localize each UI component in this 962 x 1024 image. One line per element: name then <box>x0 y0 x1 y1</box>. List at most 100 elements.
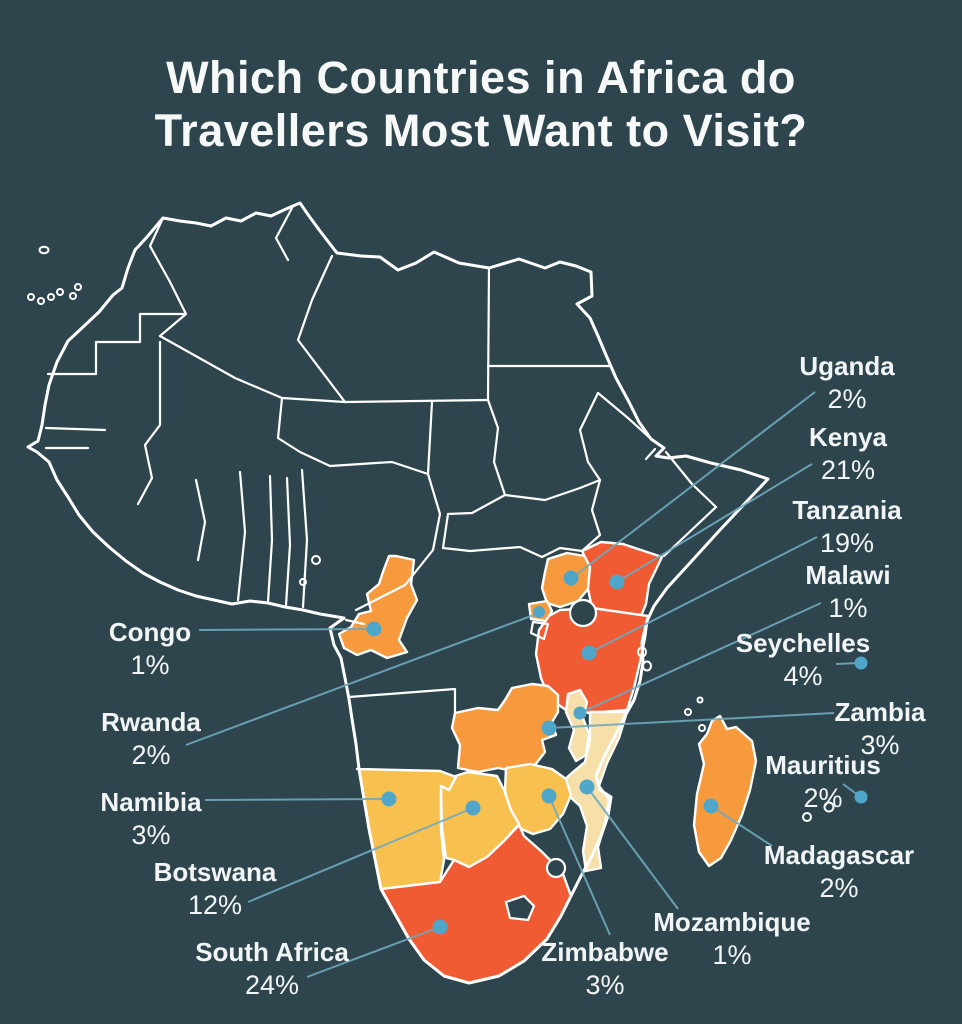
country-name: Zambia <box>834 697 926 727</box>
country-name: Tanzania <box>792 495 902 525</box>
country-shape-congo <box>337 554 419 660</box>
leader-line-congo <box>198 628 375 631</box>
leader-lines <box>185 391 859 978</box>
marker-dot-south-africa <box>432 919 448 935</box>
canary-island-2 <box>37 297 45 305</box>
page-title: Which Countries in Africa do Travellers … <box>0 52 962 157</box>
marker-dot-tanzania <box>581 645 597 661</box>
leader-line-mauritius <box>842 783 859 796</box>
africa-coastline <box>26 201 770 985</box>
lesotho-outline <box>504 894 536 922</box>
bioko-island <box>311 555 321 565</box>
border-libya-egypt <box>486 266 491 402</box>
border-burundi <box>529 620 550 641</box>
country-name: Seychelles <box>735 628 871 658</box>
border-guinea <box>136 443 154 506</box>
border-nigeria-cameroon <box>354 472 442 612</box>
country-label-mozambique: Mozambique 1% <box>653 906 810 972</box>
border-ivory-west <box>194 478 207 562</box>
country-percent: 3% <box>131 820 171 850</box>
country-name: Namibia <box>100 787 202 817</box>
border-togo-benin <box>284 476 292 607</box>
country-shape-zambia <box>450 682 560 774</box>
country-percent: 12% <box>187 890 243 920</box>
sao-tome-island <box>299 578 307 586</box>
leader-line-kenya <box>616 463 813 583</box>
country-name: Madagascar <box>763 840 915 870</box>
marker-dot-mozambique <box>579 779 595 795</box>
border-senegal <box>44 426 107 432</box>
country-name: Malawi <box>805 560 891 590</box>
leader-line-south-africa <box>306 926 441 978</box>
country-shape-namibia <box>355 767 458 891</box>
country-label-south-africa: South Africa 24% <box>195 936 349 1002</box>
border-niger-chad <box>426 400 434 476</box>
border-south-sudan-uganda <box>540 546 584 559</box>
comoros-island-3 <box>698 724 706 732</box>
border-ethiopia-somalia <box>664 450 718 509</box>
border-tunisia <box>274 206 294 262</box>
country-name: Kenya <box>808 422 888 452</box>
leader-line-madagascar <box>710 805 773 847</box>
border-car-cameroon <box>441 512 450 550</box>
border-car-north <box>446 493 507 516</box>
country-name: Rwanda <box>101 707 201 737</box>
border-drc-north <box>441 545 544 559</box>
border-morocco-algeria <box>148 216 188 338</box>
comoros-island-1 <box>684 708 692 716</box>
border-benin-nigeria <box>300 468 309 609</box>
border-algeria-south <box>158 334 347 404</box>
border-ghana-togo <box>266 474 274 604</box>
mauritius-island <box>823 801 835 813</box>
leader-line-tanzania <box>588 536 818 654</box>
border-mali-niger-nigeria <box>276 396 430 476</box>
country-name: Mozambique <box>653 907 811 937</box>
country-label-seychelles: Seychelles 4% <box>736 627 870 693</box>
map-cutouts <box>504 598 598 922</box>
country-name: Congo <box>108 617 192 647</box>
country-shape-mozambique <box>561 710 629 873</box>
country-label-namibia: Namibia 3% <box>100 786 201 852</box>
country-name: Botswana <box>153 857 277 887</box>
marker-dot-namibia <box>381 791 397 807</box>
country-percent: 4% <box>783 661 823 691</box>
border-algeria-libya <box>296 254 347 404</box>
reunion-island <box>802 812 812 822</box>
madeira-island <box>38 245 50 255</box>
country-label-kenya: Kenya 21% <box>809 421 887 487</box>
border-libya-chad <box>343 398 490 404</box>
country-label-mauritius: Mauritius 2% <box>765 749 881 815</box>
country-borders <box>44 206 718 715</box>
leader-line-namibia <box>204 798 390 801</box>
canary-island-5 <box>69 292 77 300</box>
comoros-island-2 <box>696 696 704 704</box>
border-chad-sudan <box>486 398 507 497</box>
country-percent: 21% <box>820 455 876 485</box>
country-percent: 2% <box>827 384 867 414</box>
country-shape-madagascar <box>692 714 758 868</box>
canary-island-4 <box>56 288 64 296</box>
country-percent: 2% <box>131 740 171 770</box>
marker-dot-zambia <box>541 720 557 736</box>
leader-line-malawi <box>579 602 822 714</box>
border-ethiopia-kenya <box>580 478 602 553</box>
border-eritrea <box>596 391 652 440</box>
islands <box>27 245 835 822</box>
leader-line-zimbabwe <box>548 795 611 936</box>
border-gabon <box>344 618 366 626</box>
country-label-uganda: Uganda 2% <box>799 350 894 416</box>
leader-line-seychelles <box>835 662 859 665</box>
marker-dot-rwanda <box>533 606 545 618</box>
border-sudan-south-sudan <box>503 478 602 502</box>
country-label-zambia: Zambia 3% <box>834 696 925 762</box>
canary-island-1 <box>27 293 35 301</box>
country-label-congo: Congo 1% <box>109 616 191 682</box>
border-western-sahara <box>46 312 188 376</box>
country-label-rwanda: Rwanda 2% <box>101 706 201 772</box>
marker-dot-congo <box>366 621 382 637</box>
border-sudan-ethiopia <box>578 391 602 482</box>
country-percent: 2% <box>819 873 859 903</box>
pemba-island <box>642 660 652 672</box>
title-line-2: Travellers Most Want to Visit? <box>154 104 808 156</box>
